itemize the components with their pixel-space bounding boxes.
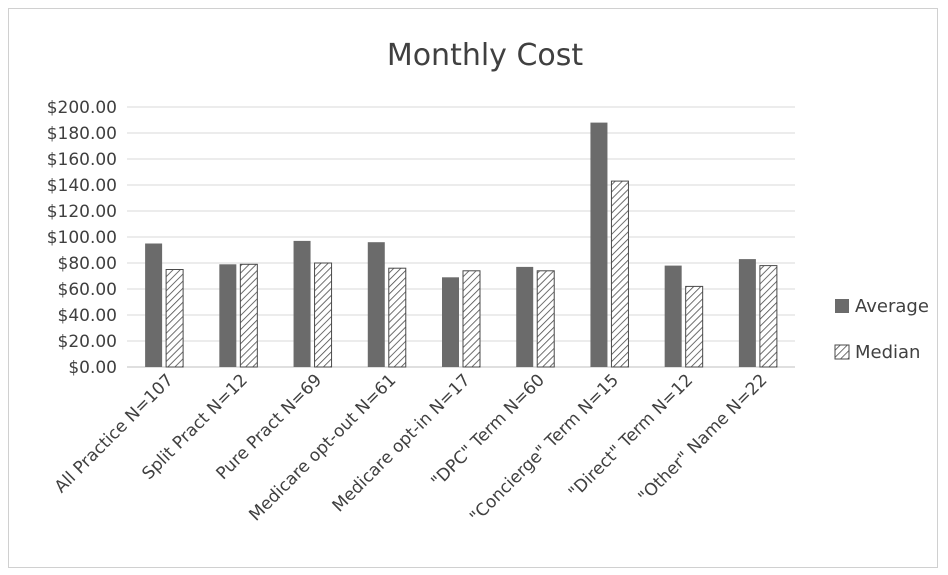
bar-median — [462, 270, 481, 368]
legend-label-median: Median — [855, 342, 920, 363]
bar-average — [590, 122, 608, 367]
x-category-label: Medicare opt-out N=61 — [245, 370, 400, 525]
bar-average — [145, 243, 163, 367]
legend-swatch-average — [835, 299, 849, 313]
bar-median — [388, 267, 407, 368]
bar-median — [536, 270, 555, 368]
bar-average — [219, 264, 237, 367]
x-category-label: "Concierge" Term N=15 — [466, 370, 623, 527]
y-tick-label: $160.00 — [47, 150, 117, 170]
bar-median — [314, 262, 333, 368]
bar-median — [610, 180, 629, 368]
bar-average — [367, 242, 385, 367]
bar-average — [516, 266, 534, 367]
y-tick-label: $180.00 — [47, 124, 117, 144]
chart-container: Monthly Cost $0.00 $20.00 $40.00 $60.00 $80.… — [8, 8, 938, 568]
bar-median — [239, 263, 258, 368]
x-category-label: Medicare opt-in N=17 — [329, 370, 475, 516]
x-category-label: All Practice N=107 — [51, 370, 178, 497]
legend: Average Median — [834, 296, 929, 363]
y-tick-label: $100.00 — [47, 228, 117, 248]
legend-swatch-median — [834, 344, 850, 360]
bar-average — [442, 277, 459, 367]
y-tick-label: $40.00 — [58, 306, 117, 326]
x-category-label: "Direct" Term N=12 — [565, 370, 697, 502]
y-axis-ticks: $0.00 $20.00 $40.00 $60.00 $80.00 $100.00 $120… — [47, 98, 117, 378]
y-tick-label: $140.00 — [47, 176, 117, 196]
bar-median — [685, 285, 704, 368]
legend-label-average: Average — [855, 296, 929, 317]
bars — [145, 122, 778, 368]
bar-average — [738, 259, 756, 367]
y-tick-label: $0.00 — [68, 358, 117, 378]
y-tick-label: $200.00 — [47, 98, 117, 118]
bar-median — [759, 265, 778, 368]
gridlines — [127, 106, 795, 368]
bar-average — [664, 265, 682, 367]
bar-chart: Monthly Cost $0.00 $20.00 $40.00 $60.00 $80.… — [47, 38, 929, 527]
chart-title: Monthly Cost — [387, 38, 584, 73]
x-category-label: "Other" Name N=22 — [635, 370, 772, 507]
y-tick-label: $20.00 — [58, 332, 117, 352]
y-tick-label: $120.00 — [47, 202, 117, 222]
bar-average — [293, 240, 311, 367]
bar-median — [165, 269, 184, 368]
y-tick-label: $60.00 — [58, 280, 117, 300]
y-tick-label: $80.00 — [58, 254, 117, 274]
